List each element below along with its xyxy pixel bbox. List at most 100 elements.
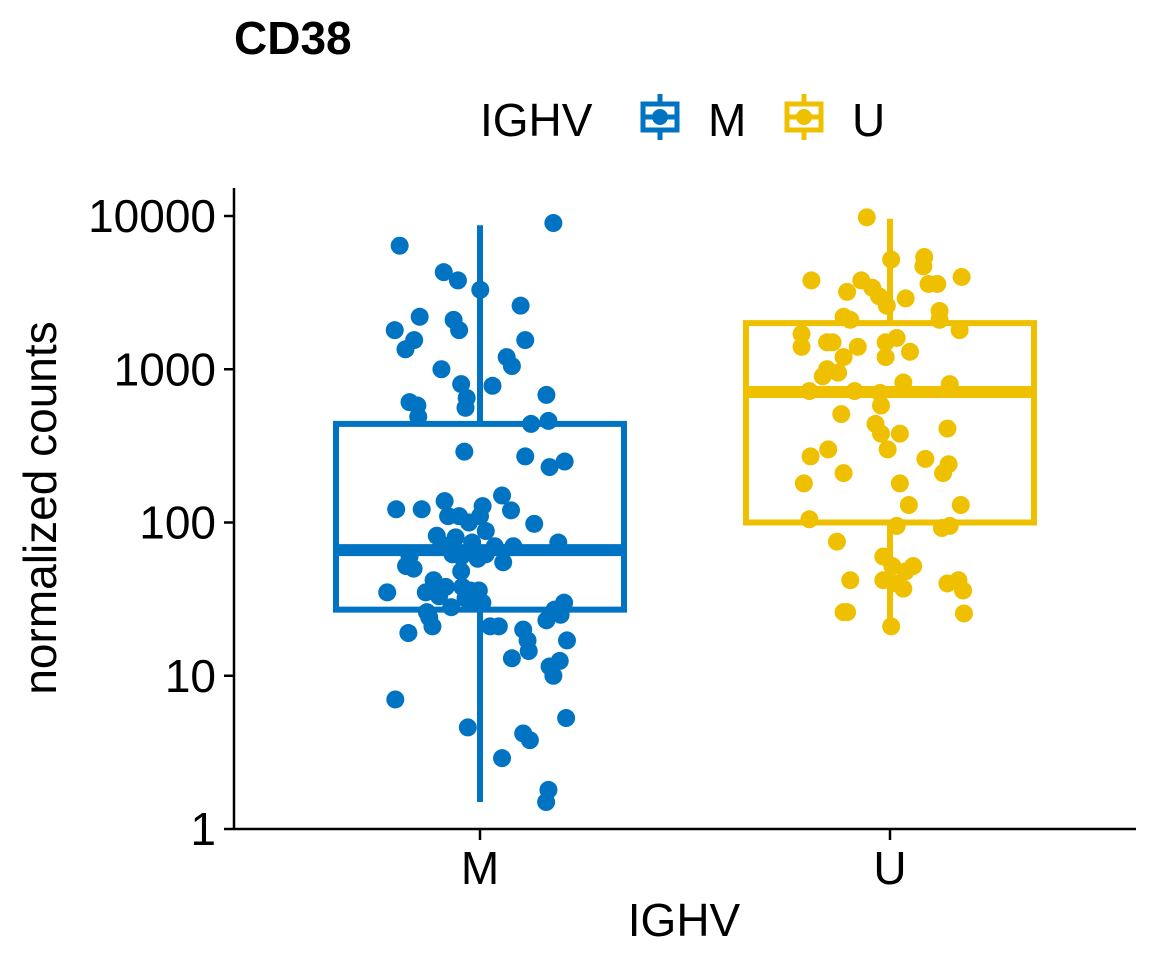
data-point [877,296,896,315]
data-point [549,533,568,552]
data-point [442,598,461,617]
y-tick-label: 10000 [88,190,216,242]
data-point [834,348,853,367]
data-point [456,398,475,417]
data-point [951,496,970,515]
y-tick-label: 1000 [114,343,216,395]
data-point [872,424,891,443]
data-point [476,522,495,541]
data-point [519,642,538,661]
data-point [520,731,539,750]
data-point [516,331,535,350]
y-tick-label: 10 [165,650,216,702]
data-point [930,310,949,329]
data-point [819,440,838,459]
data-point [446,528,465,547]
data-point [899,496,918,515]
data-point [932,519,951,538]
data-point [522,414,541,433]
data-point [938,574,957,593]
data-point [938,419,957,438]
data-point [452,562,471,581]
data-point [882,617,901,636]
data-point [483,376,502,395]
data-point [468,549,487,568]
legend-key-u [784,94,824,140]
data-point [558,631,576,650]
data-point [489,617,508,636]
data-point [409,407,428,426]
plot-area [333,208,1037,812]
data-point [516,447,535,466]
data-point [432,360,451,379]
data-point [829,363,848,382]
data-point [794,474,813,493]
data-point [934,464,953,483]
data-point [502,357,521,376]
data-point [952,267,971,286]
data-point [544,666,563,685]
series-u [743,208,1037,636]
data-point [390,236,409,255]
data-point [473,593,492,612]
data-point [848,337,867,356]
data-point [916,449,935,468]
data-point [894,579,913,598]
data-point [452,375,471,394]
data-point [544,214,563,233]
data-point [882,250,901,269]
data-point [838,282,857,301]
data-point [896,289,915,308]
data-point [386,690,405,709]
legend-key-point [796,109,812,125]
data-point [801,447,820,466]
data-point [511,296,530,315]
data-point [502,501,521,520]
data-point [845,382,864,401]
data-point [800,510,819,529]
data-point [539,411,558,430]
data-point [551,605,570,624]
data-point [800,382,819,401]
x-tick-label: U [873,842,906,894]
data-point [537,385,556,404]
data-point [841,310,860,329]
data-point [555,452,574,471]
data-point [502,649,521,668]
data-point [792,337,811,356]
data-point [410,307,429,326]
data-point [838,603,857,622]
legend-label-m: M [708,94,746,146]
data-point [950,321,969,340]
data-point [450,321,469,340]
data-point [857,208,876,227]
data-point [459,513,478,532]
data-point [887,516,906,535]
data-point [940,375,959,394]
data-point [841,571,860,590]
data-point [890,474,909,493]
data-point [493,749,512,768]
data-point [834,464,853,483]
data-point [423,617,442,636]
legend-key-m [640,94,680,140]
data-point [537,793,556,812]
data-point [832,405,851,424]
data-point [954,604,973,623]
y-axis: 1 10 100 1000 10000 [88,190,234,855]
data-point [914,257,933,276]
data-point [827,532,846,551]
data-point [823,333,842,352]
data-point [493,486,512,505]
data-point [385,321,404,340]
y-axis-title: normalized counts [14,321,66,694]
data-point [396,340,415,359]
data-point [901,342,920,361]
x-tick-label: M [461,842,499,894]
data-point [399,624,418,643]
data-point [954,581,973,600]
data-point [525,514,544,533]
legend: IGHV M U [480,94,885,146]
